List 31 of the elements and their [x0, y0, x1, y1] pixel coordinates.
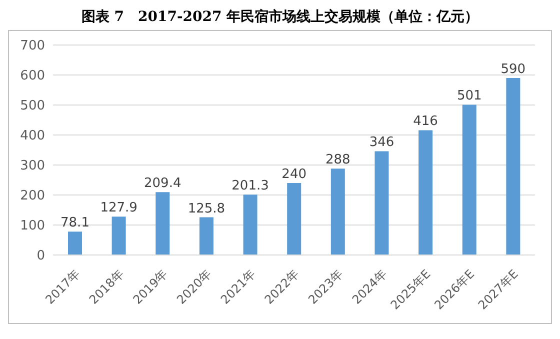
- bar: [287, 183, 302, 255]
- y-tick-label: 200: [20, 188, 45, 204]
- y-tick-label: 0: [36, 248, 45, 264]
- data-label: 201.3: [232, 178, 269, 194]
- y-tick-label: 400: [20, 128, 45, 144]
- data-label: 209.4: [144, 176, 182, 192]
- data-label: 346: [369, 135, 394, 150]
- data-label: 416: [413, 114, 438, 130]
- data-label: 78.1: [60, 216, 90, 231]
- data-label: 125.8: [188, 201, 226, 216]
- bar: [506, 78, 520, 255]
- bar: [330, 168, 345, 255]
- bar: [199, 217, 214, 255]
- data-label: 288: [325, 152, 350, 168]
- data-label: 501: [456, 88, 482, 104]
- bar: [156, 192, 170, 255]
- y-tick-label: 600: [20, 68, 45, 84]
- bar: [462, 104, 476, 255]
- data-label: 240: [282, 167, 307, 182]
- y-tick-label: 500: [20, 98, 45, 114]
- bar: [112, 216, 126, 255]
- y-tick-label: 700: [20, 38, 45, 54]
- bar: [243, 194, 258, 255]
- bar: [374, 151, 389, 255]
- chart-title: 图表 7 2017-2027 年民宿市场线上交易规模（单位：亿元）: [80, 8, 480, 26]
- data-label: 127.9: [100, 200, 138, 216]
- bar: [68, 232, 82, 255]
- bar: [418, 130, 433, 255]
- data-label: 590: [500, 62, 526, 77]
- y-tick-label: 300: [20, 158, 45, 174]
- y-tick-label: 100: [20, 218, 45, 234]
